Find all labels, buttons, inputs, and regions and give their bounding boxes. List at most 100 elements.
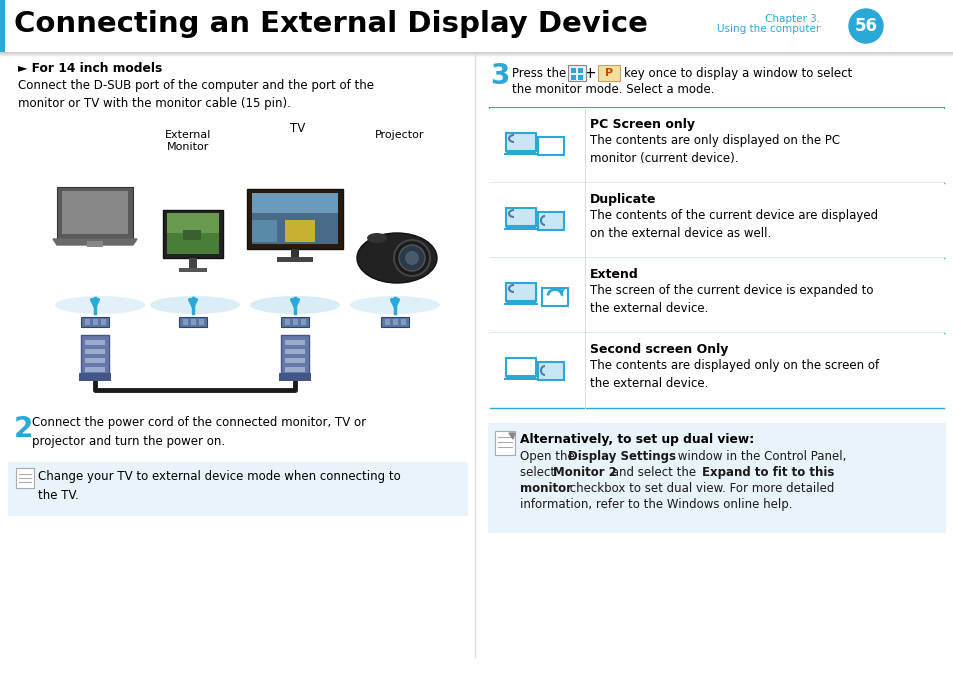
Text: window in the Control Panel,: window in the Control Panel, <box>673 450 845 463</box>
Bar <box>252 220 276 242</box>
Bar <box>85 340 105 345</box>
Bar <box>490 108 943 183</box>
Bar <box>537 211 563 230</box>
Bar <box>490 333 943 408</box>
Bar <box>567 65 585 81</box>
Bar <box>285 358 305 363</box>
Bar <box>183 319 188 325</box>
Text: 3: 3 <box>490 62 509 90</box>
Text: +: + <box>583 66 596 81</box>
Bar <box>400 319 406 325</box>
Bar <box>285 319 290 325</box>
Bar <box>179 268 207 272</box>
Bar <box>490 108 584 183</box>
Text: key once to display a window to select: key once to display a window to select <box>623 67 851 80</box>
Bar <box>505 282 536 301</box>
Bar <box>179 317 207 327</box>
Bar <box>505 225 536 229</box>
Bar <box>85 349 105 354</box>
Text: monitor: monitor <box>519 482 572 495</box>
Bar <box>301 319 306 325</box>
Text: The screen of the current device is expanded to
the external device.: The screen of the current device is expa… <box>589 284 873 315</box>
Bar <box>281 317 309 327</box>
Bar <box>578 75 582 80</box>
Bar <box>85 358 105 363</box>
Bar <box>505 207 536 225</box>
Bar <box>252 193 337 244</box>
Bar <box>537 362 563 380</box>
Bar <box>87 241 103 247</box>
Bar <box>495 431 515 455</box>
Bar <box>505 150 536 154</box>
Bar <box>199 319 204 325</box>
Text: ► For 14 inch models: ► For 14 inch models <box>18 62 162 75</box>
Circle shape <box>405 251 418 265</box>
Bar <box>252 193 337 213</box>
Ellipse shape <box>150 296 240 314</box>
Text: Display Settings: Display Settings <box>567 450 676 463</box>
Bar <box>8 462 468 516</box>
Text: Change your TV to external device mode when connecting to
the TV.: Change your TV to external device mode w… <box>38 470 400 502</box>
Bar <box>490 258 584 333</box>
Bar <box>385 319 390 325</box>
Bar <box>278 373 311 381</box>
Text: Alternatively, to set up dual view:: Alternatively, to set up dual view: <box>519 433 754 446</box>
Bar <box>380 317 409 327</box>
Bar <box>285 340 305 345</box>
Text: Monitor 2: Monitor 2 <box>553 466 617 479</box>
Bar <box>92 319 98 325</box>
Bar <box>0 0 953 52</box>
Bar <box>503 152 537 154</box>
Bar <box>81 317 109 327</box>
Bar <box>62 191 128 234</box>
Text: Extend: Extend <box>589 268 639 281</box>
Text: Connect the D-SUB port of the computer and the port of the
monitor or TV with th: Connect the D-SUB port of the computer a… <box>18 79 374 110</box>
Text: P: P <box>604 68 613 78</box>
Bar <box>503 378 537 380</box>
Circle shape <box>398 245 424 271</box>
Bar <box>503 227 537 230</box>
Circle shape <box>848 9 882 43</box>
Text: Open the: Open the <box>519 450 578 463</box>
Text: Chapter 3.: Chapter 3. <box>764 14 820 24</box>
Text: The contents are only displayed on the PC
monitor (current device).: The contents are only displayed on the P… <box>589 134 840 165</box>
Bar <box>578 68 582 73</box>
Bar <box>167 213 219 254</box>
Bar <box>163 210 223 258</box>
Text: and select the: and select the <box>607 466 700 479</box>
Text: External
Monitor: External Monitor <box>165 130 211 152</box>
Text: 56: 56 <box>854 17 877 35</box>
Ellipse shape <box>356 233 436 283</box>
Bar <box>541 288 567 305</box>
Text: Connecting an External Display Device: Connecting an External Display Device <box>14 10 647 38</box>
Text: Projector: Projector <box>375 130 424 140</box>
Text: select: select <box>519 466 558 479</box>
Bar <box>490 258 943 333</box>
Bar <box>167 213 219 233</box>
Polygon shape <box>509 433 515 439</box>
Bar <box>281 335 309 375</box>
Bar <box>505 133 536 150</box>
Bar <box>571 75 576 80</box>
Bar <box>488 423 945 533</box>
Bar <box>285 220 314 242</box>
Bar <box>598 65 619 81</box>
Text: Second screen Only: Second screen Only <box>589 343 727 356</box>
Bar <box>85 367 105 372</box>
Text: Connect the power cord of the connected monitor, TV or
projector and turn the po: Connect the power cord of the connected … <box>32 416 366 448</box>
Text: The contents are displayed only on the screen of
the external device.: The contents are displayed only on the s… <box>589 359 879 390</box>
Bar <box>293 319 297 325</box>
Bar <box>490 183 584 258</box>
Text: Duplicate: Duplicate <box>589 193 656 206</box>
Text: information, refer to the Windows online help.: information, refer to the Windows online… <box>519 498 792 511</box>
Bar <box>16 468 34 488</box>
Bar <box>57 187 132 239</box>
Text: checkbox to set dual view. For more detailed: checkbox to set dual view. For more deta… <box>565 482 834 495</box>
Bar <box>285 367 305 372</box>
Ellipse shape <box>250 296 339 314</box>
Ellipse shape <box>350 296 439 314</box>
Bar <box>0 0 5 52</box>
Ellipse shape <box>55 296 145 314</box>
Bar <box>505 357 536 376</box>
Polygon shape <box>53 239 137 245</box>
